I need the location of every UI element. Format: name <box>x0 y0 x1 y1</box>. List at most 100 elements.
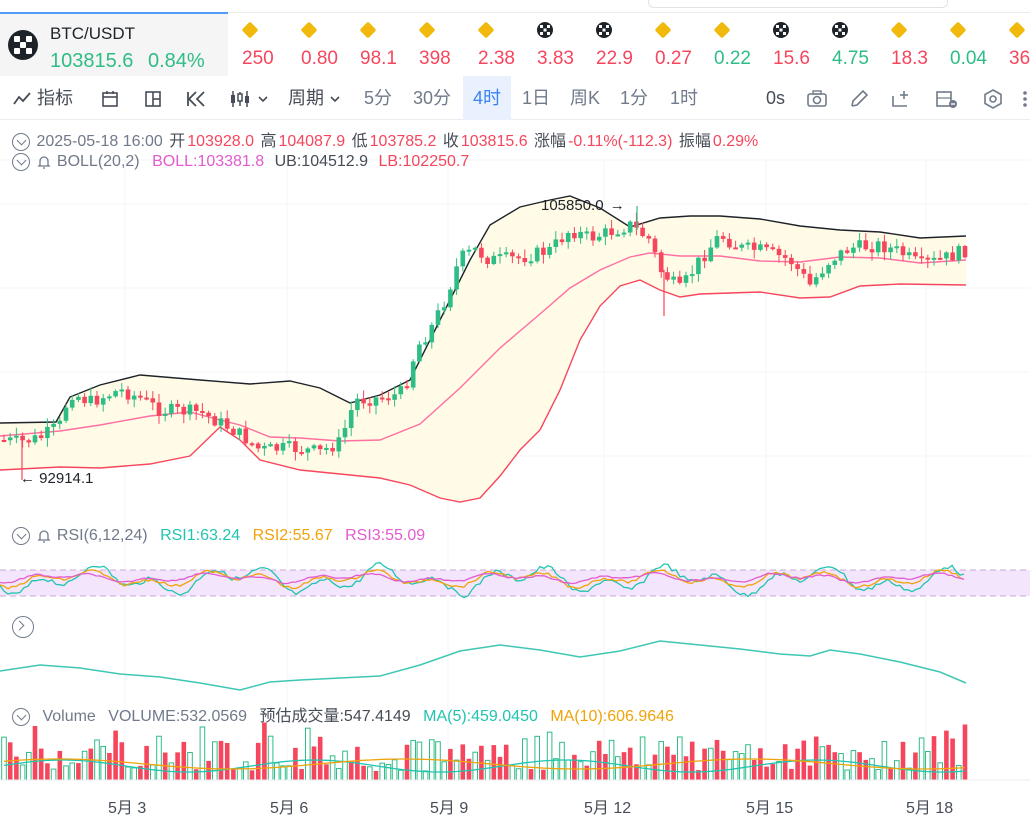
change-value: -0.11%(-112.3) <box>568 133 673 150</box>
candle-body <box>503 252 509 255</box>
volume-bar <box>280 765 286 781</box>
ticker-item[interactable]: 0.80 <box>287 12 345 76</box>
candle-body <box>820 273 825 278</box>
volume-bar <box>305 727 311 781</box>
candle-body <box>76 396 81 400</box>
candle-body <box>894 246 900 249</box>
collapse-chevron-icon[interactable] <box>12 132 30 151</box>
volume-bar <box>888 767 893 780</box>
candle-body <box>522 257 528 263</box>
candle-body <box>658 252 664 273</box>
interval-4h[interactable]: 4时 <box>463 76 512 120</box>
candle-body <box>832 260 838 265</box>
calendar-icon-button[interactable] <box>100 76 120 120</box>
candle-body <box>88 395 94 404</box>
collapse-chevron-icon[interactable] <box>12 153 30 171</box>
ticker-item-value: 2.38 <box>478 48 515 69</box>
candle-body <box>156 402 162 416</box>
volume-bar <box>187 752 193 781</box>
candle-body <box>801 269 807 274</box>
volume-bar <box>522 738 528 781</box>
settings-icon-button[interactable] <box>982 76 1004 120</box>
pencil-icon-button[interactable] <box>848 76 870 120</box>
indicators-button[interactable]: 指标 <box>12 76 73 120</box>
ohlc-date: 2025-05-18 16:00 <box>36 133 163 150</box>
more-icon-button[interactable] <box>1020 76 1030 120</box>
period-dropdown[interactable]: 周期 <box>288 76 341 120</box>
ticker-item[interactable]: 98.1 <box>346 12 404 76</box>
volume-bar <box>32 725 38 780</box>
chart-type-dropdown[interactable] <box>228 76 269 120</box>
collapse-chevron-icon[interactable] <box>12 527 30 545</box>
volume-bar <box>107 752 112 780</box>
ticker-item[interactable]: 3.83 <box>523 12 581 76</box>
volume-bar <box>212 741 218 781</box>
ticker-item[interactable]: 398 <box>405 12 463 76</box>
collapse-chevron-icon[interactable] <box>12 707 30 726</box>
candle-body <box>479 247 484 258</box>
ticker-item[interactable]: 0.04 <box>936 12 994 76</box>
candle-body <box>559 239 565 243</box>
interval-5m[interactable]: 5分 <box>364 88 393 108</box>
rewind-icon <box>187 91 205 107</box>
volume-estimate: 预估成交量:547.4149 <box>259 708 411 725</box>
candle-body <box>652 238 658 253</box>
delete-drawing-icon-button[interactable] <box>935 76 959 120</box>
expand-chevron-icon[interactable] <box>12 616 34 638</box>
candle-body <box>826 264 831 274</box>
bell-icon[interactable] <box>36 154 52 170</box>
volume-bar <box>826 744 831 780</box>
countdown-label: 0s <box>766 88 786 108</box>
ticker-item[interactable]: 4.75 <box>818 12 876 76</box>
boll-lb-value: LB:102250.7 <box>378 153 470 171</box>
ticker-item[interactable]: 18.3 <box>877 12 935 76</box>
ticker-item[interactable]: 0.27 <box>641 12 699 76</box>
volume-bar <box>795 748 800 780</box>
interval-30m[interactable]: 30分 <box>413 88 452 108</box>
candle-body <box>305 448 311 453</box>
open-label: 开 <box>169 133 186 150</box>
candle-body <box>869 249 875 253</box>
volume-bar <box>838 753 844 781</box>
rsi2-value: RSI2:55.67 <box>252 527 333 545</box>
ticker-item[interactable]: 15.6 <box>759 12 817 76</box>
chart-toolbar: 指标 周期 5分 30分 4时 1日 周K 1分 1时 0s <box>0 76 1030 120</box>
interval-1d[interactable]: 1日 <box>522 88 551 108</box>
crosshair-icon-button[interactable] <box>890 76 912 120</box>
layout-icon-button[interactable] <box>143 76 163 120</box>
bnb-icon <box>890 21 908 39</box>
ticker-item[interactable]: 250 <box>228 12 286 76</box>
ticker-item[interactable]: 22.9 <box>582 12 640 76</box>
search-box-edge[interactable] <box>648 0 948 8</box>
candle-body <box>212 416 218 426</box>
ticker-item[interactable]: 36 <box>995 12 1030 76</box>
chart-canvas[interactable] <box>0 120 1030 820</box>
ticker-item-value: 398 <box>419 48 451 69</box>
volume-bar <box>534 735 541 781</box>
interval-1m[interactable]: 1分 <box>620 88 649 108</box>
chart-area[interactable]: 2025-05-18 16:00 开 103928.0 高 104087.9 低 10… <box>0 120 1030 820</box>
change-label: 涨幅 <box>534 133 567 150</box>
ticker-item[interactable]: 2.38 <box>464 12 522 76</box>
boll-name: BOLL(20,2) <box>56 153 140 171</box>
volume-bar <box>404 744 410 780</box>
candle-body <box>875 241 881 253</box>
candle-body <box>900 246 906 256</box>
volume-bar <box>69 762 76 781</box>
camera-icon-button[interactable] <box>806 76 828 120</box>
ticker-active-btc[interactable]: BTC/USDT 103815.6 0.84% <box>0 12 228 76</box>
ticker-item-value: 0.04 <box>950 48 987 69</box>
ticker-item[interactable]: 0.22 <box>700 12 758 76</box>
bell-icon[interactable] <box>36 528 52 544</box>
interval-1w[interactable]: 周K <box>570 88 601 108</box>
bnb-icon <box>949 21 967 39</box>
settings-hex-icon <box>984 89 1002 110</box>
interval-1h[interactable]: 1时 <box>670 88 699 108</box>
volume-bar <box>646 764 652 781</box>
candle-body <box>268 444 273 447</box>
candle-body <box>20 435 25 441</box>
ticker-item-value: 18.3 <box>891 48 928 69</box>
candle-body <box>516 256 521 259</box>
x-axis-label: 5月 6 <box>270 800 309 817</box>
rewind-icon-button[interactable] <box>186 76 208 120</box>
